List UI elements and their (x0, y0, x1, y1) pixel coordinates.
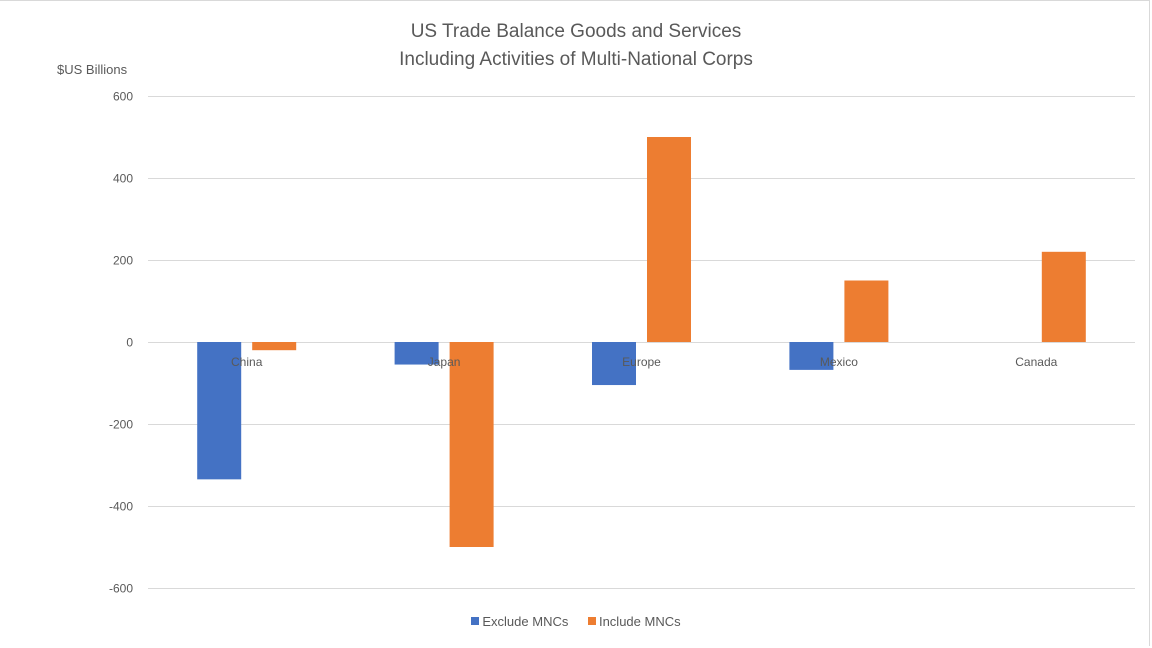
y-tick-label: 600 (113, 90, 133, 104)
bar-include-china (252, 342, 297, 351)
x-tick-labels: China Japan Europe Mexico Canada (231, 355, 1058, 369)
legend-item-exclude: Exclude MNCs (471, 614, 568, 629)
bar-include-mexico (844, 280, 889, 342)
bar-include-europe (647, 137, 691, 342)
bars (197, 137, 1086, 547)
x-tick-label: Japan (428, 355, 461, 369)
legend-item-include: Include MNCs (587, 613, 681, 629)
x-tick-label: Mexico (820, 355, 858, 369)
chart-title: US Trade Balance Goods and Services Incl… (0, 18, 1152, 74)
bar-include-canada (1041, 251, 1086, 342)
legend-label-exclude: Exclude MNCs (482, 613, 569, 629)
y-axis-label: $US Billions (57, 62, 128, 77)
bar-exclude-mexico (789, 342, 834, 370)
bar-exclude-europe (592, 342, 636, 386)
bar-exclude-japan (394, 342, 439, 365)
x-tick-label: Canada (1015, 355, 1057, 369)
bar-exclude-china (197, 342, 242, 480)
y-tick-label: 200 (113, 254, 133, 268)
y-tick-label: 400 (113, 172, 133, 186)
x-tick-label: China (231, 355, 263, 369)
chart-title-line1: US Trade Balance Goods and Services (410, 21, 742, 42)
y-tick-label: -400 (109, 500, 133, 514)
gridlines (148, 96, 1135, 589)
legend-swatch-exclude (471, 617, 480, 625)
y-tick-labels: 600 400 200 0 -200 -400 -600 (109, 90, 133, 596)
y-tick-label: -600 (109, 582, 133, 596)
legend-label-include: Include MNCs (598, 613, 681, 629)
y-tick-label: -200 (109, 418, 133, 432)
legend: Exclude MNCs Include MNCs (0, 613, 1152, 629)
y-tick-label: 0 (126, 336, 133, 350)
legend-swatch-include (587, 617, 596, 625)
chart-subtitle: Including Activities of Multi-National C… (399, 49, 753, 70)
bar-include-japan (449, 342, 494, 547)
x-tick-label: Europe (622, 355, 661, 369)
